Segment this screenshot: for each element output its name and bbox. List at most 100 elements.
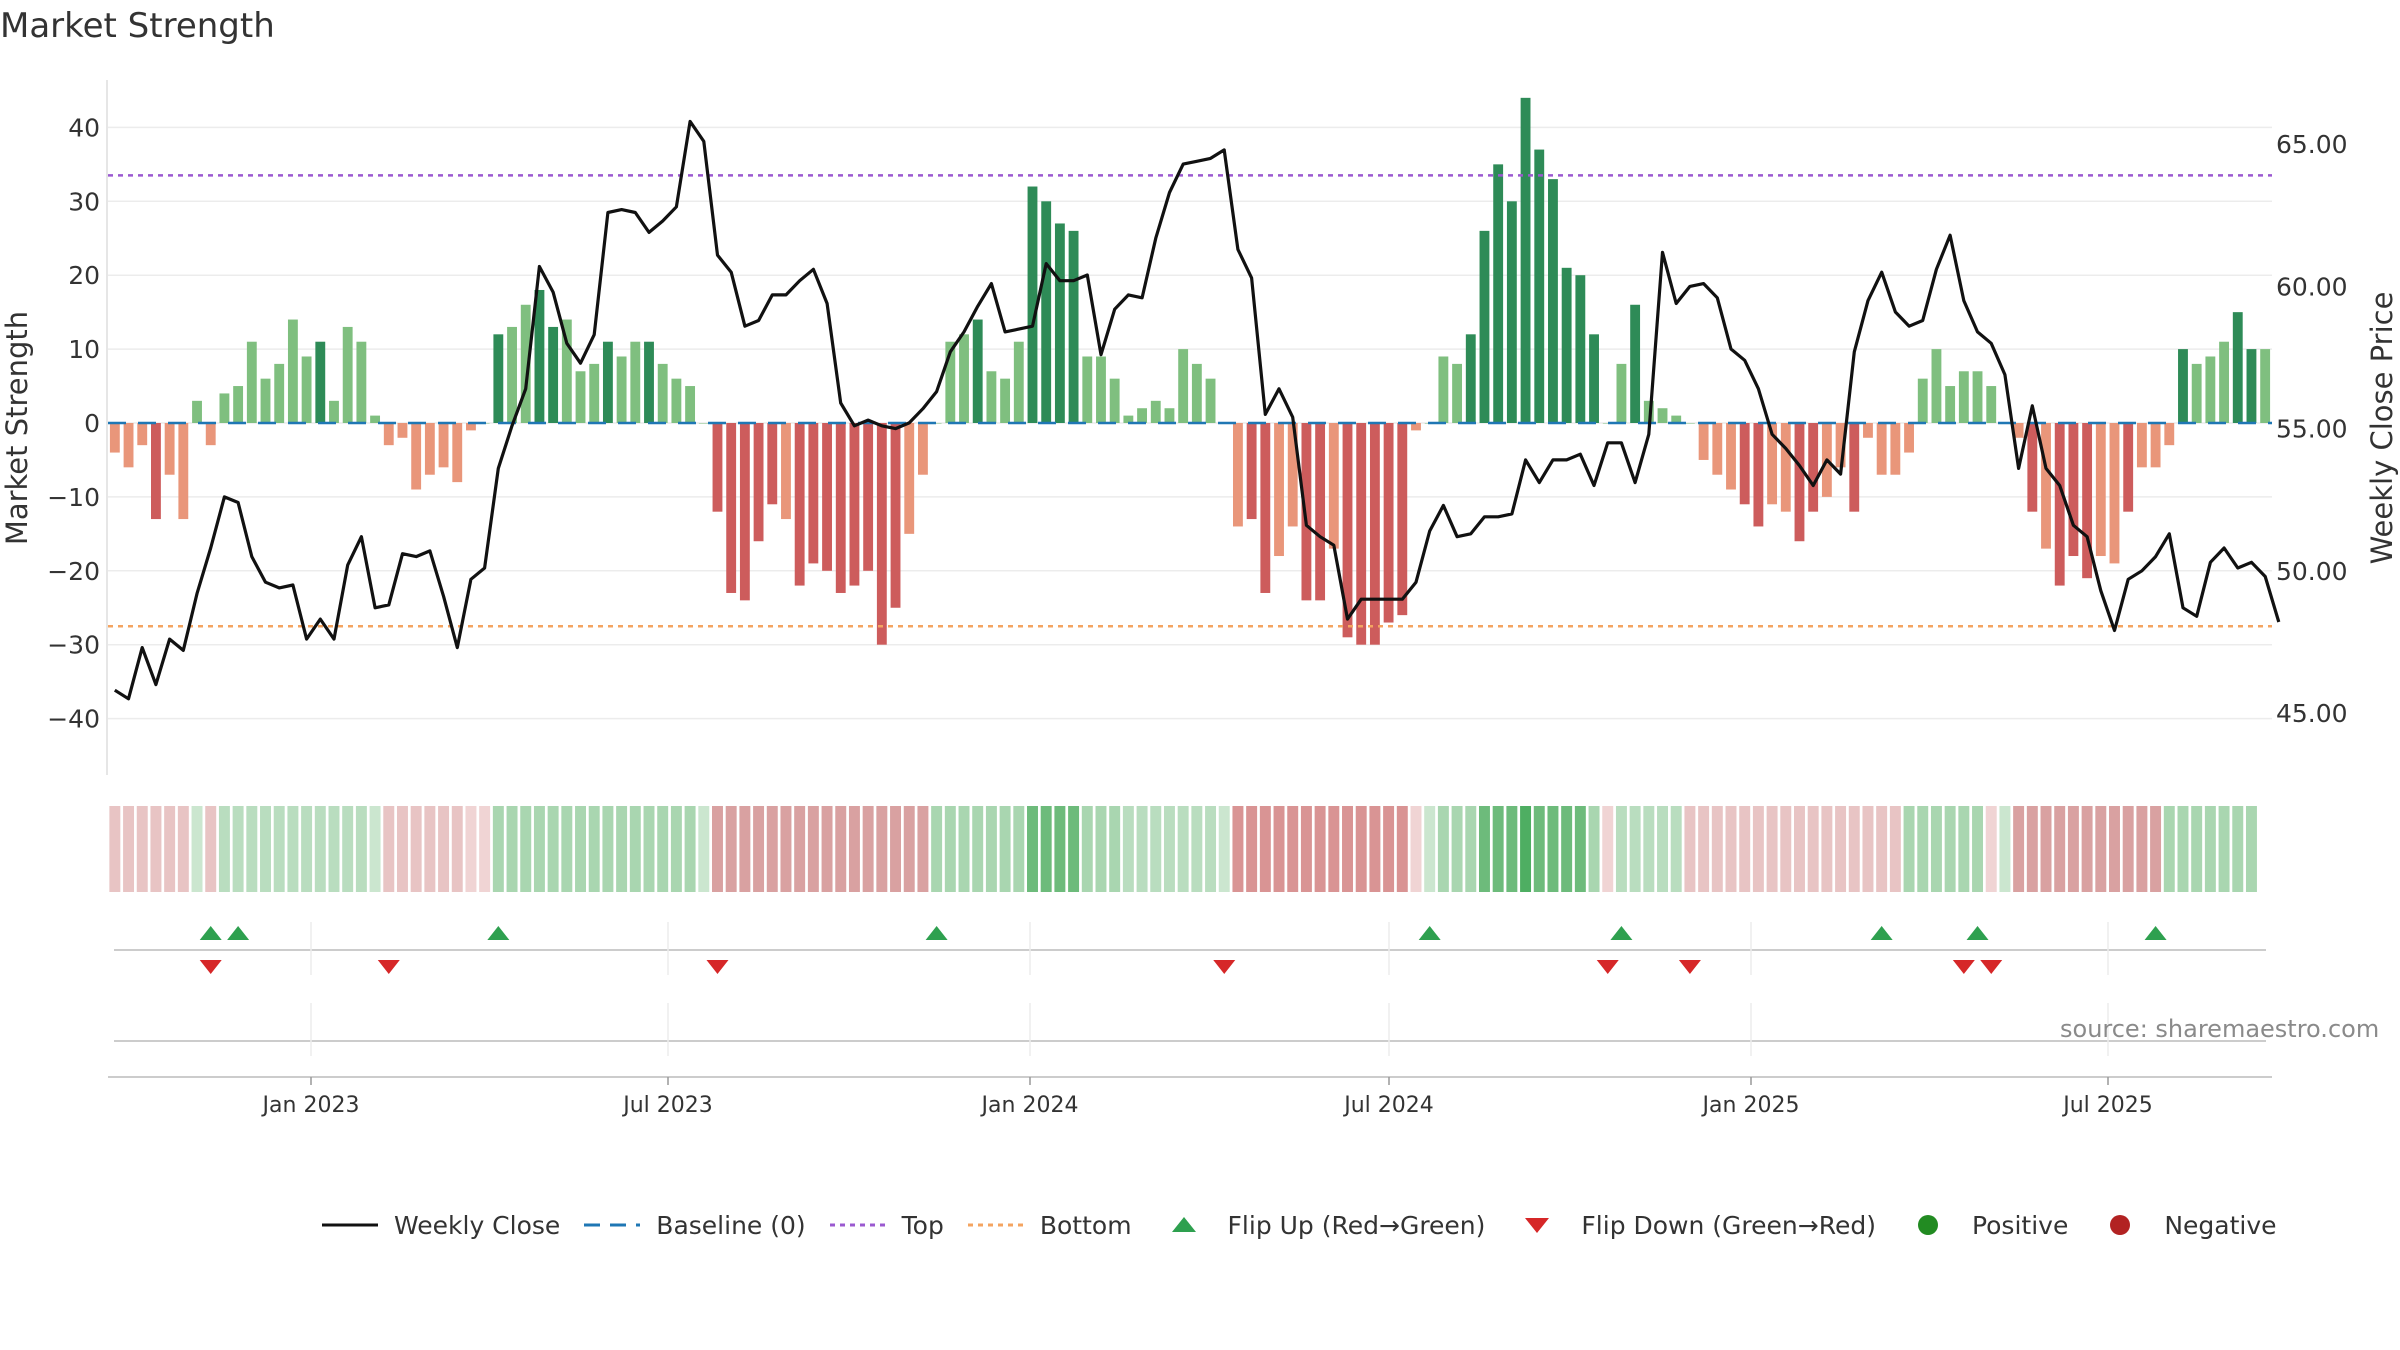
strength-bar [137,423,148,446]
regime-cell [2081,806,2093,892]
chart-title: Market Strength [0,6,275,46]
strength-bar [219,393,230,423]
strength-bar [726,423,737,593]
legend-item: Positive [1898,1211,2068,1240]
strength-bar [630,341,641,423]
regime-cell [1300,806,1312,892]
legend-item: Weekly Close [320,1211,560,1240]
y2-tick-label: 55.00 [2276,415,2348,444]
regime-cell [1711,806,1723,892]
regime-cell [314,806,326,892]
strength-bar [1260,423,1271,593]
regime-cell [575,806,586,892]
strength-bar [1150,400,1161,423]
regime-cell [2163,806,2175,892]
strength-bar [657,363,668,423]
regime-cell [1437,806,1449,892]
regime-cell [1314,806,1326,892]
strength-bar [1602,423,1613,424]
flip-up-marker [1966,926,1989,940]
regime-cell [1492,806,1504,892]
regime-cell [1930,806,1942,892]
strength-bar [698,423,709,424]
regime-cell [1205,806,1217,892]
regime-cell [1246,806,1258,892]
strength-bar [1287,423,1298,527]
regime-cell [328,806,340,892]
strength-bar [1096,356,1106,423]
strength-bar [1890,423,1901,475]
strength-bar [1000,378,1011,423]
regime-cell [1177,806,1189,892]
regime-cell [1163,806,1175,892]
strength-bar [917,423,928,475]
strength-bar [1863,423,1873,438]
strength-bar [1671,415,1682,423]
y-tick-label: −30 [47,631,100,660]
strength-bar [1205,378,1216,423]
regime-cell [629,806,641,892]
strength-bar [452,423,463,483]
weekly-close-line [113,119,2281,701]
regime-cell [1095,806,1107,892]
strength-bar [2082,423,2093,579]
strength-bar [1328,423,1339,549]
strength-bar [493,334,504,423]
strength-bar [2164,423,2175,446]
flip-up-marker [925,926,948,940]
strength-bar [1013,341,1024,423]
regime-cell [232,806,244,892]
regime-cell [1520,806,1532,892]
regime-cell [1191,806,1203,892]
regime-cell [533,806,545,892]
regime-cell [2040,806,2052,892]
legend-item: Top [828,1211,944,1240]
strength-bar [2191,363,2202,423]
baseline-legend-symbol [584,1223,641,1227]
regime-cell [985,806,997,892]
strength-bar [438,423,449,468]
strength-bar [2054,423,2065,586]
legend-item: Flip Down (Green→Red) [1507,1211,1876,1240]
strength-bar [2178,349,2188,423]
regime-cell [1506,806,1518,892]
regime-cell [109,806,121,892]
strength-bar [1137,408,1147,423]
regime-cell [725,806,737,892]
y2-tick-label: 60.00 [2276,272,2348,301]
regime-cell [1451,806,1463,892]
regime-cell [876,806,888,892]
regime-cell [1903,806,1915,892]
strength-bar [178,423,189,520]
strength-bar [123,423,134,468]
strength-bar [2205,356,2216,423]
strength-bar [1739,423,1750,505]
strength-bar [753,423,764,542]
strength-bar [1767,423,1778,505]
regime-cell [479,806,491,892]
regime-cell [643,806,655,892]
strength-bar [849,423,860,586]
strength-bar [1178,349,1189,423]
regime-cell [1807,806,1819,892]
regime-cell [657,806,669,892]
regime-cell [2122,806,2134,892]
strength-bar [904,423,915,534]
regime-cell [218,806,230,892]
strength-bar [2041,423,2051,549]
legend-label: Flip Up (Red→Green) [1227,1210,1486,1240]
weekly-close-series [113,119,2281,701]
strength-bar [959,334,969,423]
strength-bar [383,423,394,446]
regime-cell [1821,806,1833,892]
strength-bar [794,423,805,586]
regime-cell [2109,806,2120,892]
regime-cell [561,806,573,892]
legend-label: Weekly Close [394,1210,561,1240]
strength-bar [1520,97,1531,423]
y-tick-label: 30 [68,187,100,216]
y2-tick-label: 50.00 [2276,557,2348,586]
regime-cell [1259,806,1271,892]
strength-bar [151,423,161,520]
y-tick-label: 0 [84,409,100,438]
